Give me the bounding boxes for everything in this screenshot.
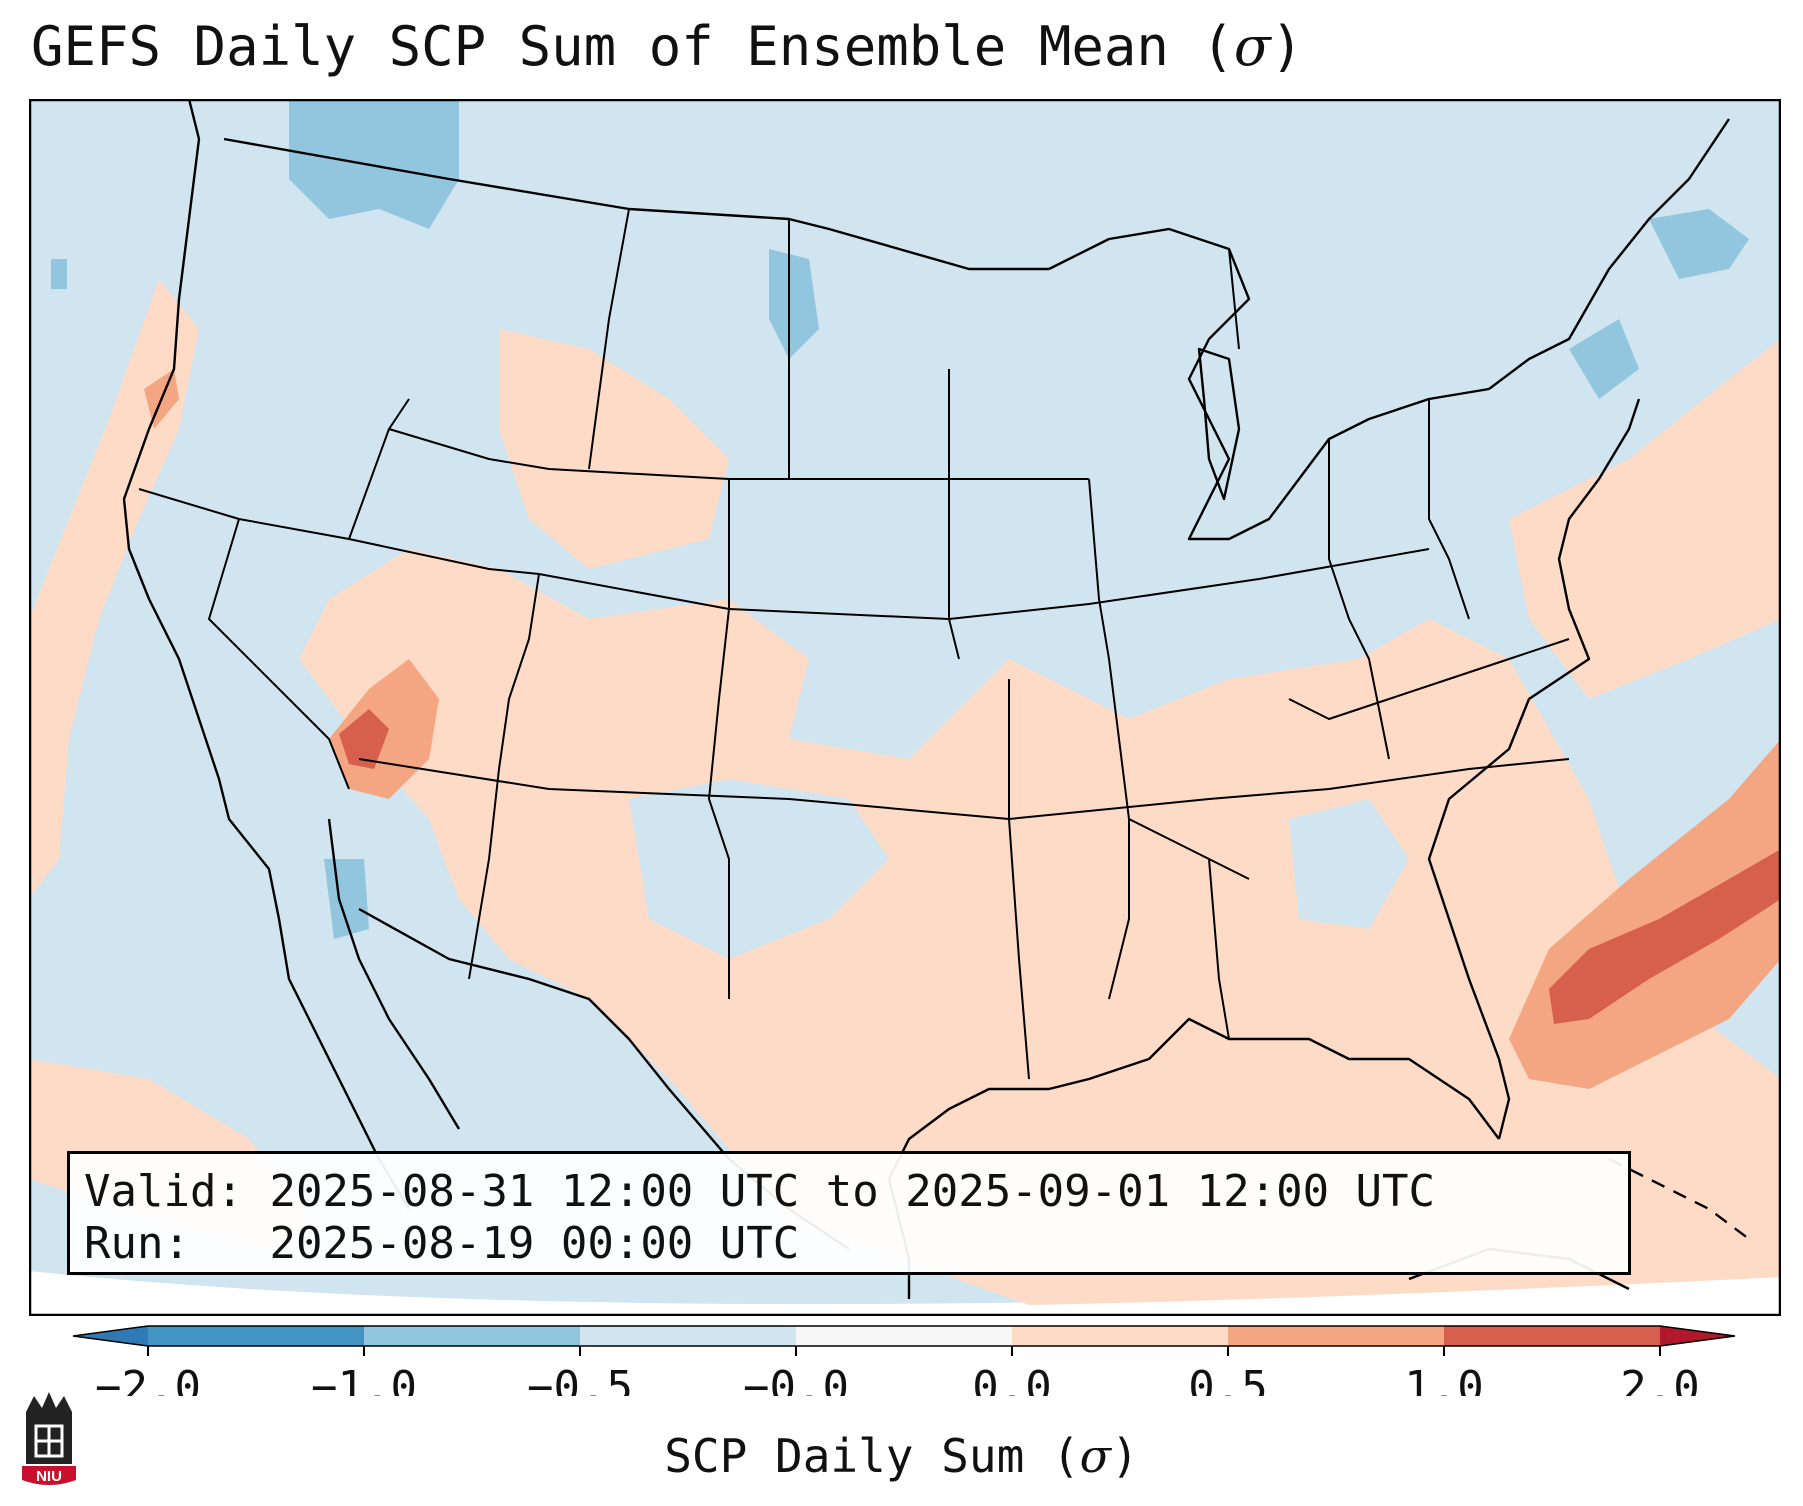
colorbar-bins bbox=[72, 1325, 1736, 1347]
pos-strong-atlantic-core bbox=[1549, 849, 1781, 1024]
colorbar-tick-label: −1.0 bbox=[311, 1362, 417, 1396]
run-label: Run: bbox=[84, 1218, 190, 1269]
valid-line: Valid: 2025-08-31 12:00 UTC to 2025-09-0… bbox=[84, 1166, 1614, 1218]
lake-michigan bbox=[1197, 347, 1241, 501]
colorbar-bin bbox=[1012, 1326, 1229, 1346]
neg-region-gulf-california bbox=[324, 859, 369, 939]
colorbar-tick-label: 1.0 bbox=[1404, 1362, 1483, 1396]
colorbar-tick-label: −0.0 bbox=[743, 1362, 849, 1396]
colorbar: −2.0 −1.0 −0.5 −0.0 0.0 0.5 1.0 2.0 bbox=[72, 1325, 1736, 1396]
west-coast-line bbox=[122, 99, 411, 1210]
neutral-patch-texas bbox=[629, 779, 889, 959]
colorbar-extend-high bbox=[1660, 1326, 1735, 1346]
map-title: GEFS Daily SCP Sum of Ensemble Mean (σ) bbox=[31, 20, 1303, 74]
projection-edge-corner bbox=[29, 1271, 1781, 1316]
niu-logo: NIU bbox=[22, 1392, 76, 1485]
pos-region-south-central bbox=[299, 549, 1781, 1305]
colorbar-bin bbox=[1228, 1326, 1445, 1346]
colorbar-label-text: SCP Daily Sum ( bbox=[664, 1429, 1080, 1483]
logo-shield-icon bbox=[22, 1466, 76, 1485]
valid-label: Valid: bbox=[84, 1166, 243, 1217]
neg-region-quebec bbox=[1569, 319, 1639, 399]
neg-region-pacific-northwest bbox=[289, 99, 459, 229]
island-caribbean bbox=[1608, 1157, 1750, 1240]
map-frame bbox=[29, 99, 1781, 1316]
colorbar-tick-label: 0.5 bbox=[1188, 1362, 1267, 1396]
map-border bbox=[29, 99, 1781, 1316]
baja-inner-coast bbox=[327, 818, 461, 1130]
colorbar-bin bbox=[148, 1326, 365, 1346]
neg-region-offshore-wa bbox=[51, 259, 67, 289]
colorbar-ticks: −2.0 −1.0 −0.5 −0.0 0.0 0.5 1.0 2.0 bbox=[95, 1346, 1700, 1396]
neg-region-new-england bbox=[1649, 209, 1749, 279]
run-line: Run: 2025-08-19 00:00 UTC bbox=[84, 1218, 1614, 1270]
east-coast-line bbox=[1427, 118, 1730, 1140]
title-text: GEFS Daily SCP Sum of Ensemble Mean ( bbox=[31, 15, 1234, 78]
pos-region-west-coast-offshore bbox=[29, 279, 199, 899]
colorbar-tick-label: −0.5 bbox=[527, 1362, 633, 1396]
colorbar-bin bbox=[796, 1326, 1013, 1346]
colorbar-label: SCP Daily Sum (σ) bbox=[0, 1433, 1803, 1479]
colorbar-tick-label: 0.0 bbox=[972, 1362, 1051, 1396]
colorbar-bin bbox=[364, 1326, 581, 1346]
colorbar-label-sigma: σ bbox=[1079, 1429, 1112, 1483]
logo-text: NIU bbox=[36, 1468, 62, 1485]
state-boundary-lines bbox=[138, 208, 1570, 1080]
valid-value: 2025-08-31 12:00 UTC to 2025-09-01 12:00… bbox=[269, 1166, 1436, 1217]
run-value: 2025-08-19 00:00 UTC bbox=[269, 1218, 800, 1269]
neg-region-northern-rockies bbox=[769, 249, 819, 359]
colorbar-extend-low bbox=[73, 1326, 148, 1346]
colorbar-bin bbox=[580, 1326, 797, 1346]
title-close-paren: ) bbox=[1270, 15, 1304, 78]
colorbar-tick-label: 2.0 bbox=[1620, 1362, 1699, 1396]
colorbar-label-close: ) bbox=[1111, 1429, 1139, 1483]
neutral-patch-georgia bbox=[1289, 799, 1409, 929]
pos-region-upper-plains bbox=[499, 329, 729, 569]
valid-run-info-box: Valid: 2025-08-31 12:00 UTC to 2025-09-0… bbox=[67, 1151, 1631, 1275]
pos-strong-four-corners bbox=[339, 709, 389, 769]
colorbar-tick-label: −2.0 bbox=[95, 1362, 201, 1396]
great-lakes-outline bbox=[1048, 227, 1490, 541]
pos-region-atlantic-north bbox=[1509, 339, 1781, 699]
canada-us-border bbox=[223, 137, 1049, 271]
colorbar-bin bbox=[1444, 1326, 1661, 1346]
title-sigma-symbol: σ bbox=[1233, 15, 1271, 78]
